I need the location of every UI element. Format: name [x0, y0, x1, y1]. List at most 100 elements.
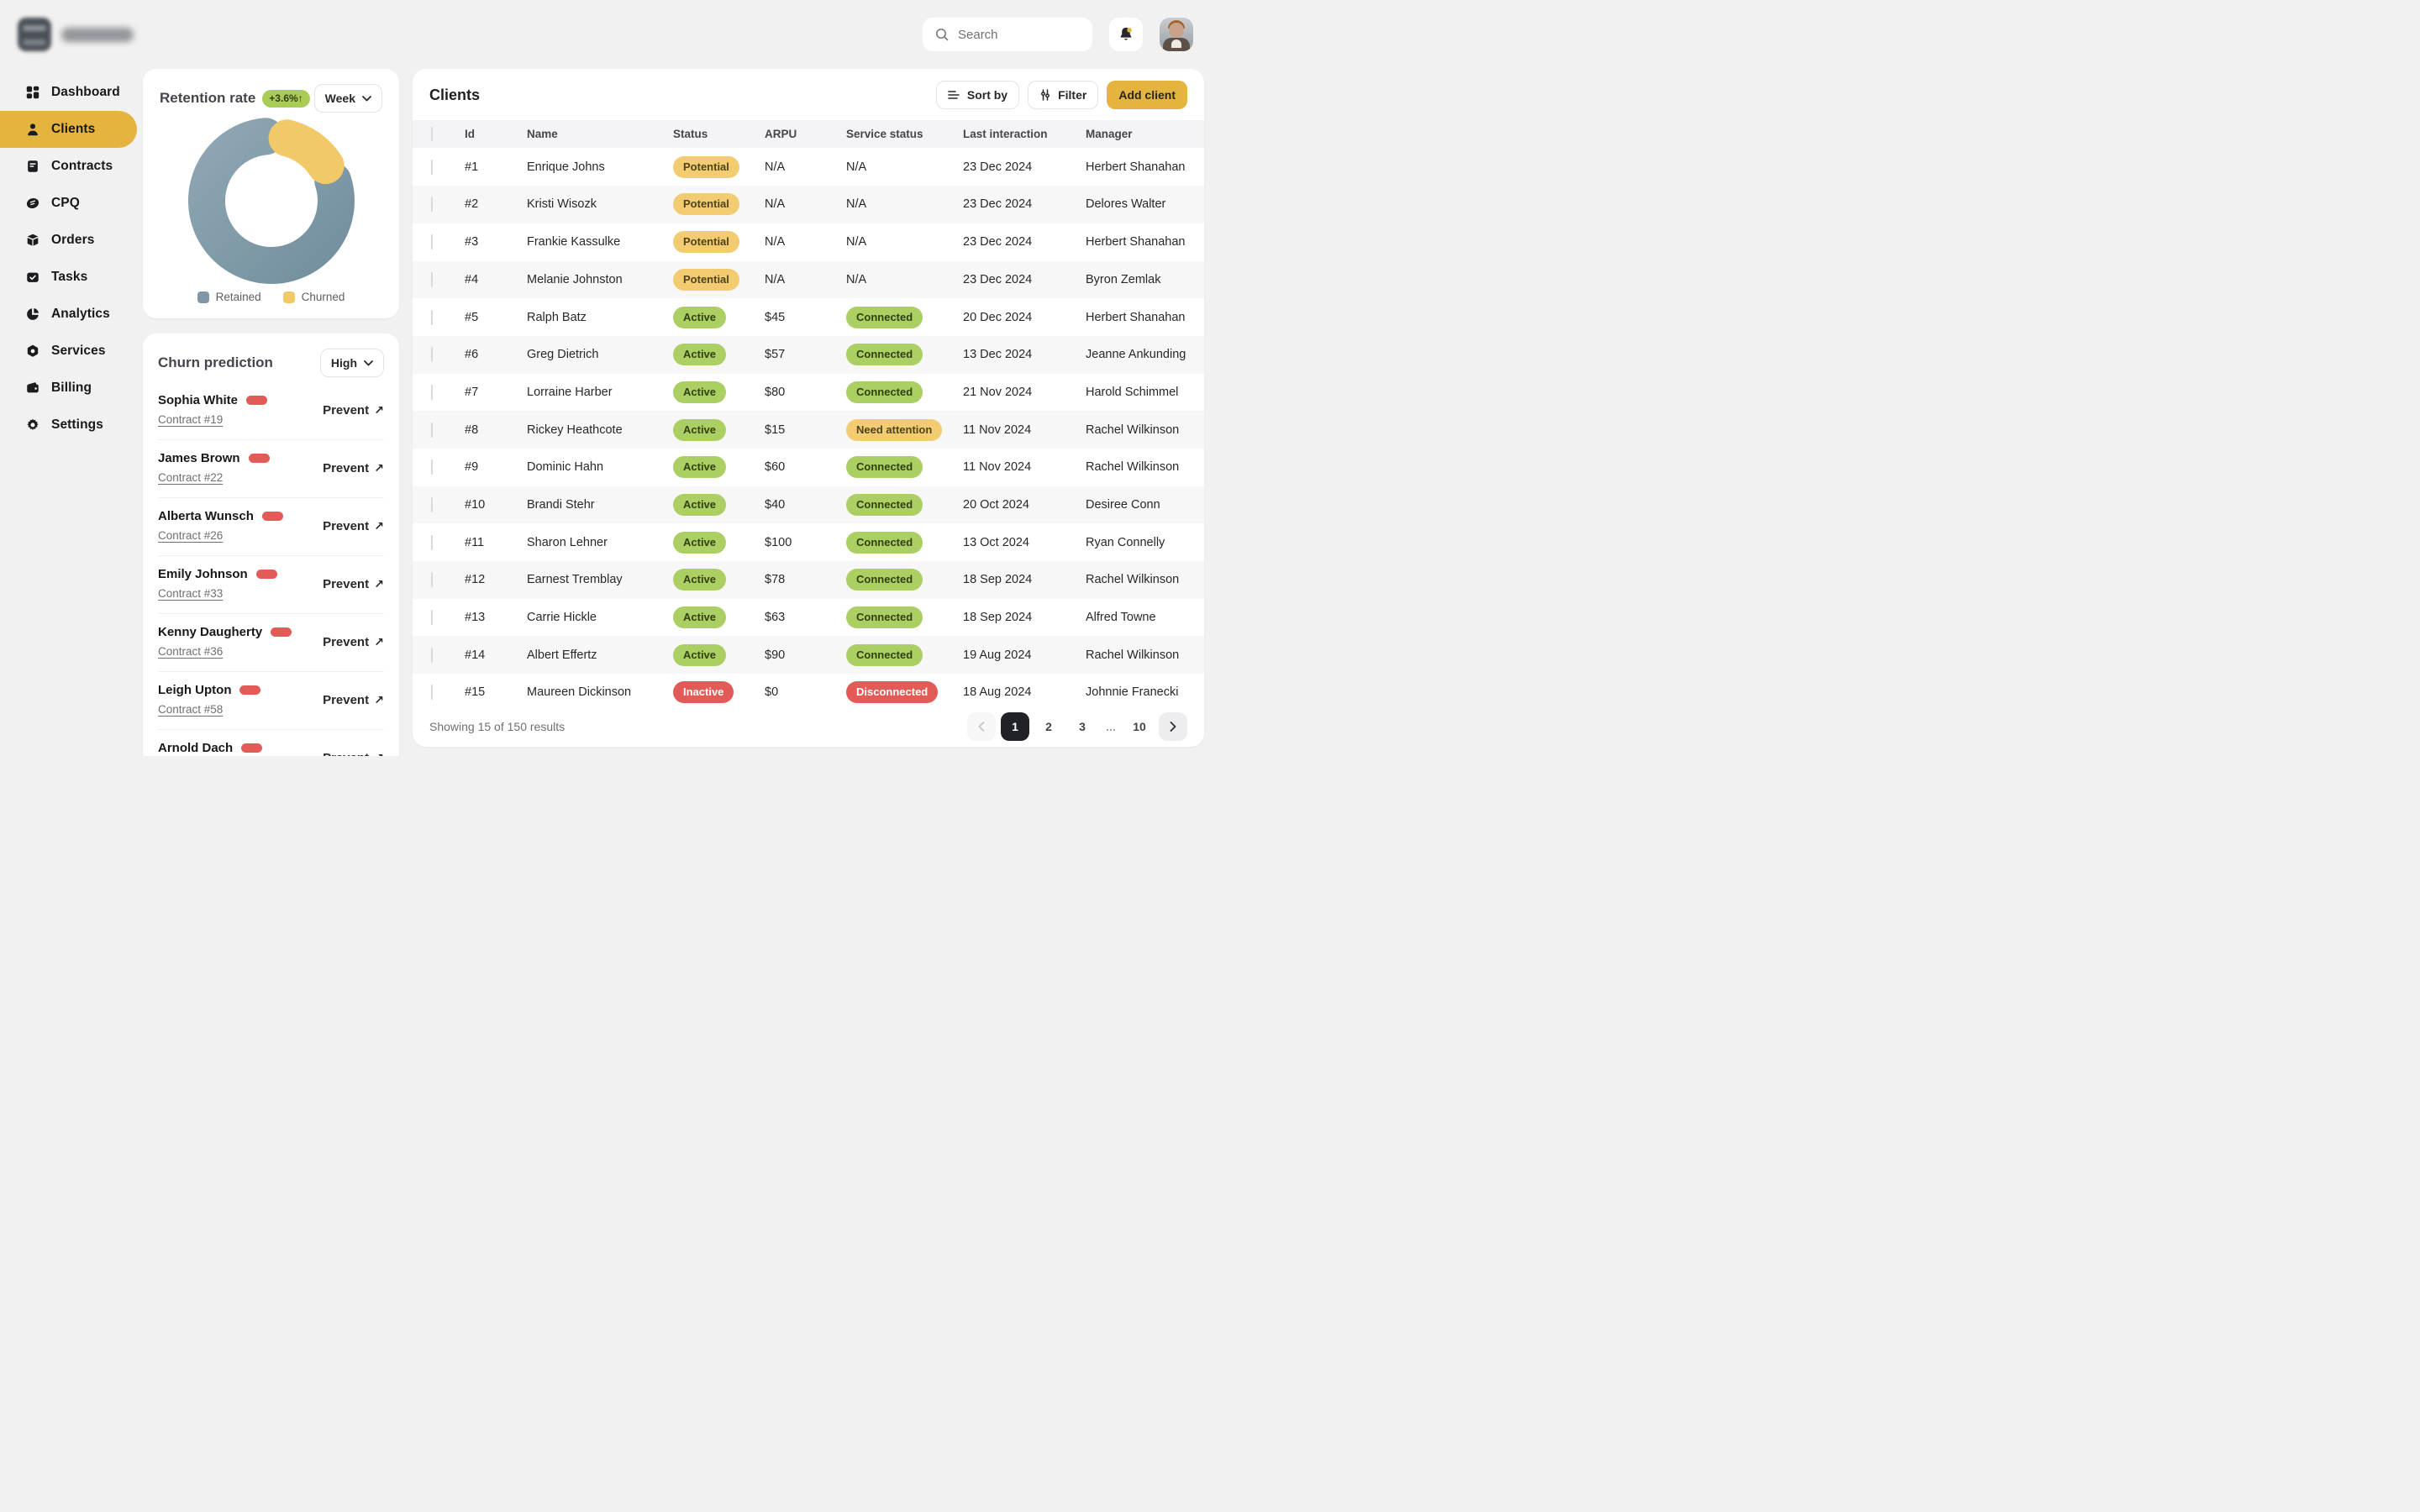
- notifications-button[interactable]: [1109, 18, 1143, 51]
- sidebar-item-services[interactable]: Services: [0, 333, 143, 370]
- status-badge: Active: [673, 418, 727, 441]
- churn-client-name: Leigh Upton: [158, 683, 261, 697]
- contract-link[interactable]: Contract #58: [158, 703, 224, 716]
- row-checkbox[interactable]: [431, 159, 433, 175]
- cell-last-interaction: 20 Oct 2024: [963, 497, 1029, 512]
- high-risk-pill: [248, 454, 270, 463]
- contract-link[interactable]: Contract #19: [158, 413, 224, 426]
- sidebar-item-analytics[interactable]: Analytics: [0, 296, 143, 333]
- search-bar[interactable]: [923, 18, 1092, 51]
- row-checkbox[interactable]: [431, 197, 433, 213]
- row-checkbox[interactable]: [431, 647, 433, 663]
- select-all-checkbox[interactable]: [431, 127, 433, 142]
- contract-link[interactable]: Contract #26: [158, 529, 224, 542]
- cell-name: Maureen Dickinson: [527, 685, 632, 700]
- contract-link[interactable]: Contract #22: [158, 471, 224, 484]
- prevent-link[interactable]: Prevent ↗: [323, 635, 384, 649]
- search-input[interactable]: [958, 27, 1081, 42]
- avatar-shirt: [1171, 39, 1181, 48]
- topbar: [0, 0, 1210, 69]
- cell-manager: Rachel Wilkinson: [1086, 460, 1180, 475]
- row-checkbox[interactable]: [431, 271, 433, 287]
- page-button-2[interactable]: 2: [1045, 719, 1052, 733]
- prevent-link[interactable]: Prevent ↗: [323, 519, 384, 533]
- user-avatar[interactable]: [1160, 18, 1193, 51]
- previous-page-button[interactable]: [967, 711, 996, 741]
- page-button-3[interactable]: 3: [1079, 719, 1086, 733]
- settings-icon: [25, 417, 40, 433]
- status-badge: Active: [673, 569, 727, 591]
- high-risk-pill: [246, 396, 267, 405]
- prevent-link[interactable]: Prevent ↗: [323, 461, 384, 475]
- sidebar-item-billing[interactable]: Billing: [0, 370, 143, 407]
- prevent-link[interactable]: Prevent ↗: [323, 403, 384, 417]
- cell-last-interaction: 23 Dec 2024: [963, 235, 1033, 249]
- next-page-button[interactable]: [1159, 711, 1187, 741]
- cell-service-status: Connected: [846, 569, 963, 591]
- retention-period-dropdown[interactable]: Week: [313, 84, 382, 113]
- status-badge: Active: [673, 643, 727, 666]
- table-body: #1 Enrique Johns Potential N/A N/A 23 Dec 202…: [413, 148, 1204, 711]
- cell-status: Potential: [673, 193, 765, 216]
- churn-list-item: Emily Johnson Contract #33 Prevent ↗: [158, 556, 384, 614]
- cell-name: Kristi Wisozk: [527, 197, 597, 212]
- row-checkbox[interactable]: [431, 572, 433, 588]
- sidebar-item-clients[interactable]: Clients: [0, 111, 137, 148]
- table-row: #13 Carrie Hickle Active $63 Connected 18 Sep…: [413, 599, 1204, 637]
- row-checkbox[interactable]: [431, 309, 433, 325]
- prevent-link[interactable]: Prevent ↗: [323, 577, 384, 591]
- status-badge: Potential: [673, 231, 739, 254]
- add-client-button[interactable]: Add client: [1107, 81, 1187, 109]
- column-header-id: Id: [465, 128, 475, 141]
- status-badge: Potential: [673, 193, 739, 216]
- row-checkbox[interactable]: [431, 459, 433, 475]
- sidebar-item-dashboard[interactable]: Dashboard: [0, 74, 143, 111]
- cell-id: #7: [465, 385, 479, 399]
- cell-service-status: Connected: [846, 531, 963, 554]
- sidebar-item-label: Clients: [51, 122, 96, 136]
- contract-link[interactable]: Contract #33: [158, 587, 224, 600]
- cell-id: #10: [465, 497, 486, 512]
- legend-churned: Churned: [282, 291, 345, 303]
- cell-status: Active: [673, 456, 765, 479]
- row-checkbox[interactable]: [431, 234, 433, 250]
- prevent-link[interactable]: Prevent ↗: [323, 751, 384, 756]
- sidebar-item-tasks[interactable]: Tasks: [0, 259, 143, 296]
- table-row: #15 Maureen Dickinson Inactive $0 Disconnect…: [413, 674, 1204, 711]
- sidebar-item-settings[interactable]: Settings: [0, 407, 143, 444]
- table-row: #9 Dominic Hahn Active $60 Connected 11 Nov 2…: [413, 449, 1204, 486]
- table-row: #7 Lorraine Harber Active $80 Connected 21 No…: [413, 374, 1204, 412]
- page-button-1[interactable]: 1: [1001, 711, 1029, 741]
- churn-level-dropdown[interactable]: High: [319, 349, 384, 377]
- sidebar-item-contracts[interactable]: Contracts: [0, 148, 143, 185]
- churn-prediction-card: Churn prediction High Sophia White Contra…: [143, 333, 399, 756]
- contract-link[interactable]: Contract #36: [158, 645, 224, 658]
- row-checkbox[interactable]: [431, 685, 433, 701]
- prevent-link[interactable]: Prevent ↗: [323, 693, 384, 707]
- sidebar-item-orders[interactable]: Orders: [0, 222, 143, 259]
- service-status-badge: Connected: [846, 306, 923, 328]
- page-button-10[interactable]: 10: [1133, 719, 1146, 733]
- retained-swatch: [197, 291, 209, 303]
- tasks-icon: [25, 270, 40, 285]
- cpq-icon: [25, 196, 40, 211]
- churn-client-name: Emily Johnson: [158, 567, 277, 581]
- row-checkbox[interactable]: [431, 347, 433, 363]
- cell-id: #5: [465, 310, 479, 324]
- filter-button[interactable]: Filter: [1028, 81, 1099, 109]
- row-checkbox[interactable]: [431, 496, 433, 512]
- sidebar-item-cpq[interactable]: CPQ: [0, 185, 143, 222]
- sort-by-button[interactable]: Sort by: [935, 81, 1020, 109]
- cell-manager: Johnnie Franecki: [1086, 685, 1179, 700]
- sidebar-item-label: Tasks: [51, 270, 88, 284]
- cell-service-status: Connected: [846, 643, 963, 666]
- retention-title: Retention rate: [160, 90, 256, 106]
- row-checkbox[interactable]: [431, 534, 433, 550]
- bell-icon: [1117, 25, 1135, 44]
- row-checkbox[interactable]: [431, 422, 433, 438]
- table-row: #14 Albert Effertz Active $90 Connected 19 Au…: [413, 636, 1204, 675]
- row-checkbox[interactable]: [431, 384, 433, 400]
- row-checkbox[interactable]: [431, 610, 433, 626]
- cell-arpu: $90: [765, 648, 786, 662]
- service-status-badge: Connected: [846, 643, 923, 666]
